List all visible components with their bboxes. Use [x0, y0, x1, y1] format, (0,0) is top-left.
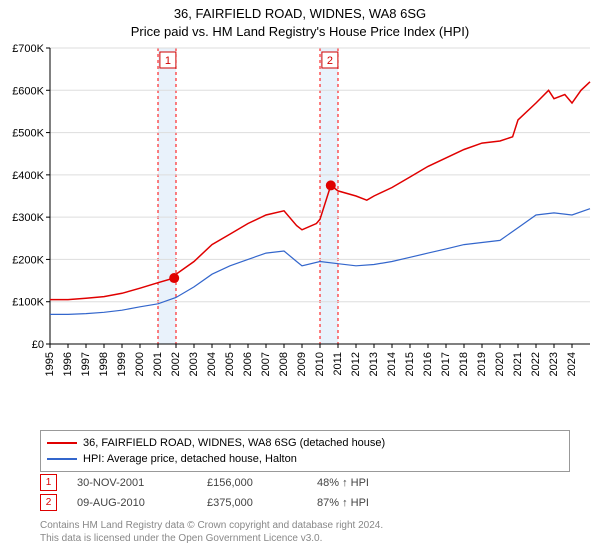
svg-text:2017: 2017 — [440, 352, 452, 376]
chart-title-address: 36, FAIRFIELD ROAD, WIDNES, WA8 6SG — [0, 6, 600, 21]
svg-text:2012: 2012 — [350, 352, 362, 376]
svg-text:2008: 2008 — [278, 352, 290, 376]
legend-item: 36, FAIRFIELD ROAD, WIDNES, WA8 6SG (det… — [47, 435, 563, 451]
sale-hpi-diff: 48% ↑ HPI — [317, 477, 427, 489]
svg-text:£300K: £300K — [12, 212, 44, 224]
svg-text:£0: £0 — [32, 339, 44, 351]
svg-text:2023: 2023 — [548, 352, 560, 376]
svg-text:2014: 2014 — [386, 352, 398, 376]
legend-swatch — [47, 458, 77, 460]
svg-text:2009: 2009 — [296, 352, 308, 376]
svg-text:2000: 2000 — [134, 352, 146, 376]
svg-text:2003: 2003 — [188, 352, 200, 376]
svg-text:£500K: £500K — [12, 128, 44, 140]
legend: 36, FAIRFIELD ROAD, WIDNES, WA8 6SG (det… — [40, 430, 570, 472]
svg-text:2016: 2016 — [422, 352, 434, 376]
legend-item: HPI: Average price, detached house, Halt… — [47, 451, 563, 467]
svg-text:2007: 2007 — [260, 352, 272, 376]
footer-line: Contains HM Land Registry data © Crown c… — [40, 520, 383, 533]
svg-text:1999: 1999 — [116, 352, 128, 376]
sale-date: 09-AUG-2010 — [77, 497, 207, 509]
svg-text:£600K: £600K — [12, 85, 44, 97]
legend-label: 36, FAIRFIELD ROAD, WIDNES, WA8 6SG (det… — [83, 437, 385, 449]
sale-badge: 1 — [40, 474, 57, 491]
svg-text:2022: 2022 — [530, 352, 542, 376]
svg-text:1997: 1997 — [80, 352, 92, 376]
svg-text:2001: 2001 — [152, 352, 164, 376]
svg-text:2018: 2018 — [458, 352, 470, 376]
svg-text:2010: 2010 — [314, 352, 326, 376]
sale-badge: 2 — [40, 494, 57, 511]
svg-text:2011: 2011 — [332, 352, 344, 376]
footer-line: This data is licensed under the Open Gov… — [40, 533, 383, 546]
svg-text:£200K: £200K — [12, 254, 44, 266]
svg-text:2024: 2024 — [566, 352, 578, 376]
svg-text:2005: 2005 — [224, 352, 236, 376]
svg-text:2019: 2019 — [476, 352, 488, 376]
svg-text:1996: 1996 — [62, 352, 74, 376]
sale-row: 1 30-NOV-2001 £156,000 48% ↑ HPI — [40, 474, 427, 491]
sale-row: 2 09-AUG-2010 £375,000 87% ↑ HPI — [40, 494, 427, 511]
svg-text:2020: 2020 — [494, 352, 506, 376]
svg-text:2021: 2021 — [512, 352, 524, 376]
sale-price: £375,000 — [207, 497, 317, 509]
svg-text:2015: 2015 — [404, 352, 416, 376]
svg-text:2004: 2004 — [206, 352, 218, 376]
svg-text:1995: 1995 — [44, 352, 56, 376]
legend-label: HPI: Average price, detached house, Halt… — [83, 453, 297, 465]
svg-text:1998: 1998 — [98, 352, 110, 376]
svg-text:1: 1 — [165, 55, 171, 67]
svg-text:2002: 2002 — [170, 352, 182, 376]
price-chart: £0 £100K £200K £300K £400K £500K £600K £700K 199… — [0, 44, 600, 424]
chart-subtitle: Price paid vs. HM Land Registry's House … — [0, 24, 600, 39]
sale-price: £156,000 — [207, 477, 317, 489]
svg-text:2: 2 — [327, 55, 333, 67]
sale-hpi-diff: 87% ↑ HPI — [317, 497, 427, 509]
svg-text:£400K: £400K — [12, 170, 44, 182]
legend-swatch — [47, 442, 77, 444]
svg-text:2013: 2013 — [368, 352, 380, 376]
svg-text:£100K: £100K — [12, 297, 44, 309]
svg-text:2006: 2006 — [242, 352, 254, 376]
sale-date: 30-NOV-2001 — [77, 477, 207, 489]
svg-text:£700K: £700K — [12, 44, 44, 55]
footer-attribution: Contains HM Land Registry data © Crown c… — [40, 520, 383, 545]
